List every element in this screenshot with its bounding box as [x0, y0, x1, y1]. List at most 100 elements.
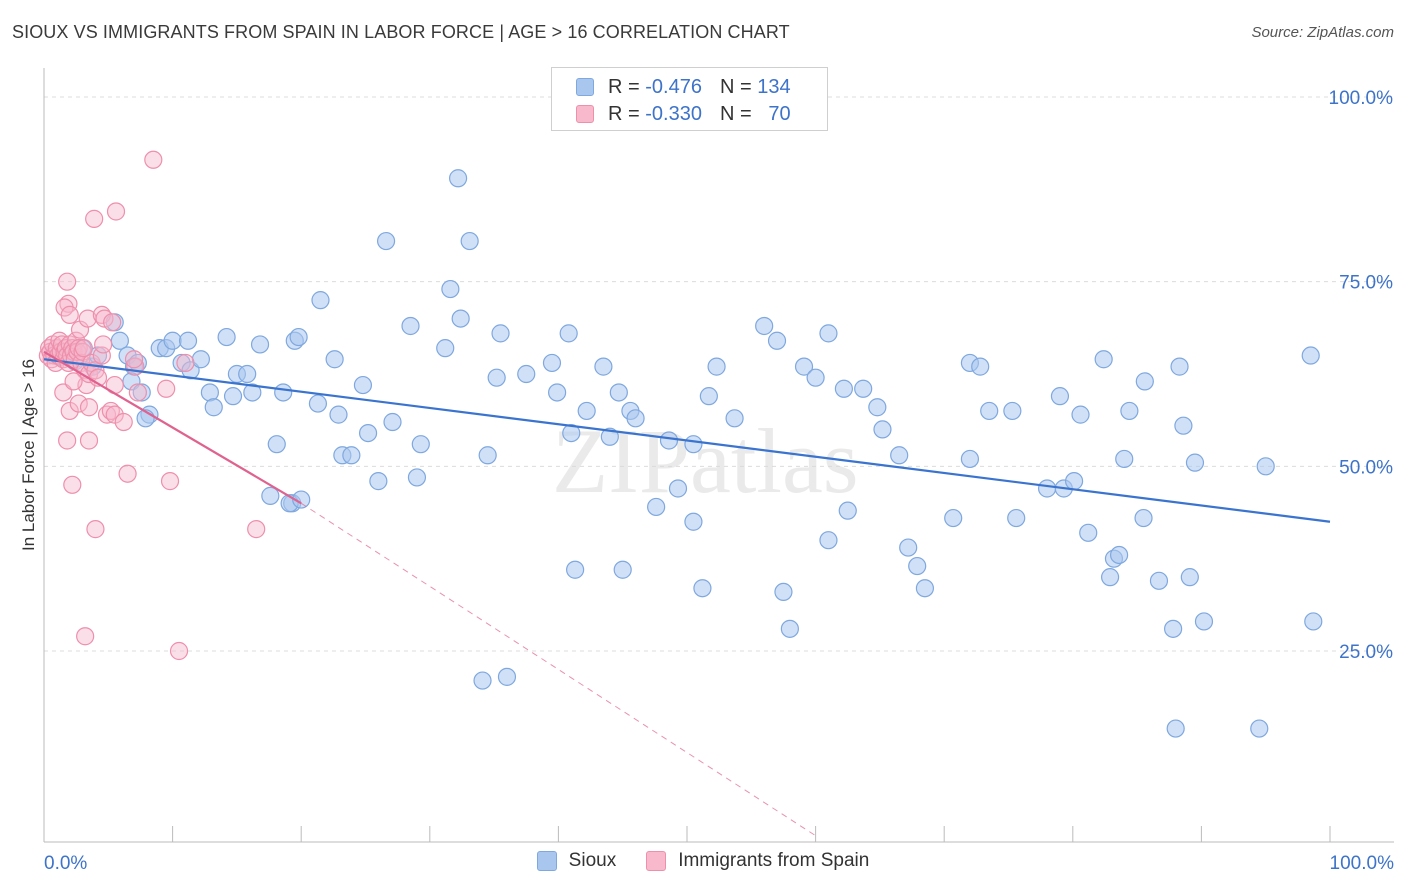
sioux-point [684, 512, 703, 531]
sioux-point [191, 350, 210, 369]
spain-point [94, 335, 113, 354]
sioux-point [217, 327, 236, 347]
sioux-points [45, 169, 1323, 738]
legend-item-sioux[interactable]: Sioux [536, 850, 617, 872]
sioux-point [401, 316, 420, 336]
correlation-legend: R = -0.476 N = 134 R = -0.330 N = 70 [551, 67, 828, 131]
sioux-point [497, 667, 517, 686]
sioux-point [668, 479, 688, 498]
n-label: N = [719, 102, 752, 125]
sioux-point [383, 412, 402, 432]
sioux-point [1120, 401, 1139, 421]
sioux-point [325, 350, 344, 369]
sioux-point [819, 531, 838, 550]
n-value: 134 [757, 75, 791, 98]
n-label: N = [719, 75, 752, 98]
sioux-point [1094, 350, 1113, 369]
sioux-point [577, 401, 596, 421]
spain-point [76, 627, 95, 646]
sioux-point [411, 435, 430, 454]
sioux-point [329, 405, 348, 424]
sioux-point [868, 398, 887, 417]
sioux-point [693, 579, 712, 598]
sioux-point [1115, 449, 1134, 469]
sioux-point [699, 387, 718, 406]
spain-points [38, 150, 266, 661]
sioux-point [971, 357, 990, 376]
sioux-point [238, 364, 257, 384]
r-value: -0.330 [645, 102, 702, 125]
r-label: R = [608, 75, 640, 98]
r-label: R = [608, 102, 640, 125]
sioux-point [473, 671, 492, 690]
spain-point [247, 520, 266, 539]
sioux-point [163, 331, 182, 350]
r-value: -0.476 [645, 75, 702, 98]
sioux-point [980, 401, 999, 421]
sioux-point [491, 324, 510, 343]
sioux-point [353, 375, 373, 395]
chart-title: SIOUX VS IMMIGRANTS FROM SPAIN IN LABOR … [12, 22, 790, 42]
sioux-point [559, 324, 578, 343]
legend-item-spain[interactable]: Immigrants from Spain [646, 850, 869, 872]
sioux-point [460, 231, 479, 251]
sioux-point [819, 324, 838, 343]
sioux-point [448, 169, 468, 188]
spain-point [54, 383, 73, 402]
spain-point [169, 641, 189, 661]
spain-point [74, 339, 93, 358]
sioux-point [88, 346, 108, 365]
spain-point [64, 372, 83, 391]
sioux-point [647, 497, 666, 517]
sioux-point [261, 486, 280, 505]
sioux-point [626, 409, 645, 428]
sioux-point [806, 368, 825, 387]
sioux-point [755, 316, 774, 336]
sioux-trend-line [43, 358, 1331, 523]
spain-point [63, 475, 82, 494]
sioux-point [1164, 619, 1183, 638]
sioux-point [407, 468, 427, 487]
sioux-point [1050, 387, 1070, 406]
legend-row-sioux: R = -0.476 N = 134 [576, 74, 791, 100]
legend-label: Immigrants from Spain [678, 850, 870, 871]
sioux-point [1149, 571, 1169, 590]
sioux-point [1100, 568, 1120, 587]
series-legend: Sioux Immigrants from Spain [0, 850, 1406, 872]
y-tick-label: 100.0% [1329, 88, 1394, 109]
spain-point [58, 272, 77, 291]
spain-point [106, 202, 126, 221]
sioux-point [594, 357, 613, 376]
sioux-point [243, 383, 262, 402]
sioux-point [292, 490, 311, 509]
sioux-point [487, 368, 506, 387]
sioux-point [684, 435, 703, 454]
sioux-point [517, 364, 536, 384]
sioux-point [132, 383, 151, 402]
sioux-point [838, 501, 857, 520]
sioux-point [267, 435, 286, 454]
sioux-swatch [576, 78, 594, 96]
spain-point [128, 383, 147, 402]
sioux-point [436, 339, 455, 358]
sioux-point [376, 231, 396, 251]
sioux-swatch [536, 851, 557, 871]
spain-point [118, 464, 137, 483]
sioux-point [609, 383, 628, 402]
y-tick-label: 50.0% [1339, 457, 1393, 478]
sioux-point [1079, 523, 1098, 542]
sioux-point [707, 357, 726, 376]
sioux-point [566, 560, 585, 579]
spain-swatch [646, 851, 667, 871]
sioux-point [308, 394, 328, 413]
spain-point [103, 313, 122, 332]
sioux-point [725, 409, 744, 428]
axes [43, 68, 1394, 843]
y-tick-label: 25.0% [1339, 642, 1393, 663]
spain-point [144, 150, 163, 169]
spain-point [176, 353, 195, 373]
legend-label: Sioux [568, 850, 617, 871]
spain-point [79, 431, 99, 450]
sioux-point [960, 449, 980, 469]
spain-point [79, 398, 99, 417]
